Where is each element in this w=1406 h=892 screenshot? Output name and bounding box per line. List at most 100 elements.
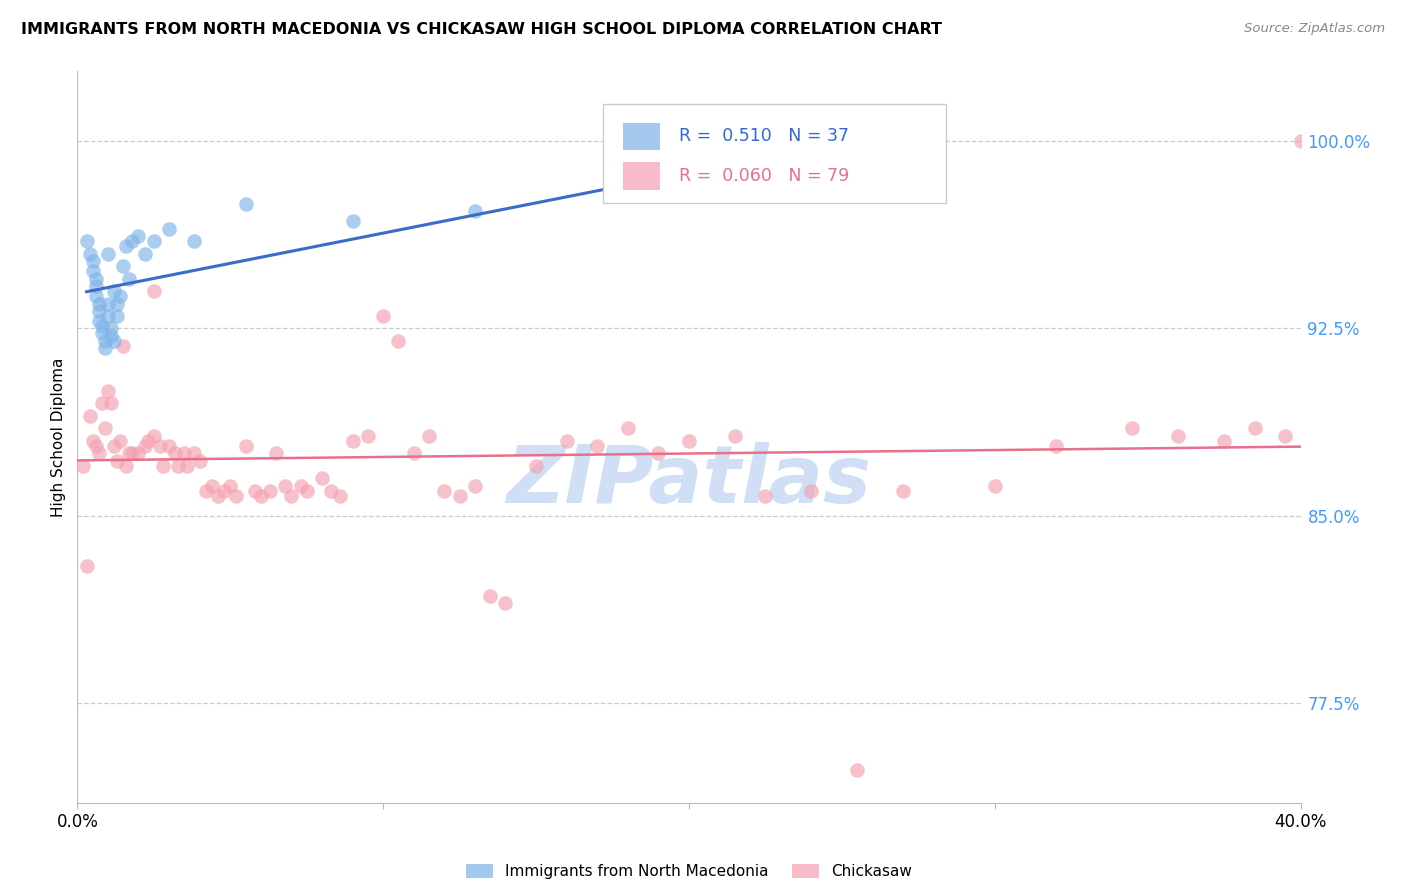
Point [112, 339, 135, 353]
Bar [623, 162, 659, 190]
Point [79, 409, 101, 423]
Point [225, 489, 247, 503]
Point [371, 309, 394, 323]
Point [173, 446, 195, 460]
Point [1121, 421, 1143, 435]
Point [84, 279, 107, 293]
Point [183, 234, 205, 248]
Point [464, 204, 486, 219]
Point [479, 589, 502, 603]
Point [329, 489, 352, 503]
Point [165, 446, 187, 460]
Point [115, 239, 138, 253]
Point [128, 446, 150, 460]
Point [103, 284, 125, 298]
Point [207, 489, 229, 503]
Point [100, 321, 122, 335]
Point [250, 489, 273, 503]
Point [76, 558, 98, 573]
Point [617, 421, 640, 435]
Text: ZIPatlas: ZIPatlas [506, 442, 872, 520]
Point [72, 458, 94, 473]
Point [387, 334, 409, 348]
Point [134, 439, 156, 453]
Point [183, 446, 205, 460]
Y-axis label: High School Diploma: High School Diploma [51, 358, 66, 516]
Point [90, 326, 112, 341]
Point [82, 254, 104, 268]
Point [118, 271, 141, 285]
Point [105, 296, 128, 310]
Point [800, 483, 823, 498]
Point [90, 396, 112, 410]
Point [149, 439, 172, 453]
Point [891, 483, 914, 498]
Point [142, 429, 165, 443]
Point [311, 471, 333, 485]
Point [108, 434, 131, 448]
Point [235, 196, 257, 211]
Point [118, 446, 141, 460]
Bar [623, 122, 659, 151]
Point [97, 309, 120, 323]
Point [87, 446, 110, 460]
Point [84, 271, 107, 285]
Text: R =  0.060   N = 79: R = 0.060 N = 79 [679, 167, 849, 185]
Point [342, 434, 364, 448]
Point [433, 483, 456, 498]
Point [464, 479, 486, 493]
Point [219, 479, 242, 493]
Point [647, 446, 669, 460]
Point [524, 458, 547, 473]
Point [103, 334, 125, 348]
Point [280, 489, 302, 503]
Point [157, 439, 180, 453]
Point [321, 483, 343, 498]
Point [1045, 439, 1067, 453]
Point [1213, 434, 1236, 448]
Point [555, 434, 578, 448]
Point [136, 434, 159, 448]
Point [87, 304, 110, 318]
Bar [603, 104, 946, 203]
Point [678, 434, 700, 448]
Point [984, 479, 1007, 493]
Point [862, 159, 884, 173]
Point [108, 289, 131, 303]
Point [134, 246, 156, 260]
Text: Source: ZipAtlas.com: Source: ZipAtlas.com [1244, 22, 1385, 36]
Point [76, 234, 98, 248]
Point [87, 296, 110, 310]
Point [152, 458, 174, 473]
Point [82, 434, 104, 448]
Point [100, 329, 122, 343]
Point [188, 454, 211, 468]
Point [97, 384, 120, 398]
Point [82, 264, 104, 278]
Point [201, 479, 224, 493]
Point [235, 439, 257, 453]
Point [84, 439, 107, 453]
Point [418, 429, 440, 443]
Point [97, 246, 120, 260]
Text: R =  0.510   N = 37: R = 0.510 N = 37 [679, 128, 849, 145]
Point [243, 483, 266, 498]
Point [259, 483, 281, 498]
Point [194, 483, 217, 498]
Text: IMMIGRANTS FROM NORTH MACEDONIA VS CHICKASAW HIGH SCHOOL DIPLOMA CORRELATION CHA: IMMIGRANTS FROM NORTH MACEDONIA VS CHICK… [21, 22, 942, 37]
Point [212, 483, 235, 498]
Point [105, 309, 128, 323]
Point [142, 284, 165, 298]
Point [449, 489, 471, 503]
Point [84, 289, 107, 303]
Point [495, 596, 517, 610]
Point [121, 446, 143, 460]
Point [1289, 134, 1312, 148]
Point [264, 446, 287, 460]
Point [724, 429, 747, 443]
Point [115, 458, 138, 473]
Point [103, 439, 125, 453]
Point [754, 489, 776, 503]
Point [121, 234, 143, 248]
Point [357, 429, 380, 443]
